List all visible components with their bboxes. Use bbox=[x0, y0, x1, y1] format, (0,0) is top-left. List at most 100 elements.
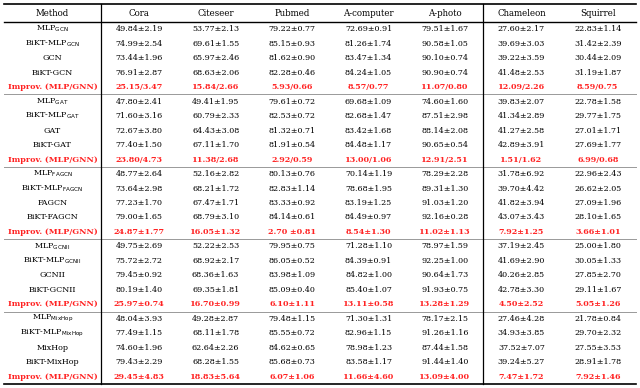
Text: 7.47±1.72: 7.47±1.72 bbox=[499, 373, 544, 381]
Text: Improv. (MLP/GNN): Improv. (MLP/GNN) bbox=[8, 300, 97, 308]
Text: Citeseer: Citeseer bbox=[197, 9, 234, 17]
Text: 49.84±2.19: 49.84±2.19 bbox=[116, 25, 163, 33]
Text: 6.99/0.68: 6.99/0.68 bbox=[577, 156, 618, 164]
Text: 92.16±0.28: 92.16±0.28 bbox=[421, 213, 468, 222]
Text: 85.09±0.40: 85.09±0.40 bbox=[269, 286, 316, 294]
Text: 49.28±2.87: 49.28±2.87 bbox=[192, 315, 239, 323]
Text: 13.28±1.29: 13.28±1.29 bbox=[419, 300, 470, 308]
Text: 79.00±1.65: 79.00±1.65 bbox=[116, 213, 163, 222]
Text: 12.91/2.51: 12.91/2.51 bbox=[421, 156, 468, 164]
Text: 48.04±3.93: 48.04±3.93 bbox=[116, 315, 163, 323]
Text: 13.11±0.58: 13.11±0.58 bbox=[343, 300, 394, 308]
Text: 39.24±5.27: 39.24±5.27 bbox=[498, 358, 545, 366]
Text: 74.99±2.54: 74.99±2.54 bbox=[116, 40, 163, 48]
Text: 31.78±6.92: 31.78±6.92 bbox=[498, 170, 545, 178]
Text: 8.57/0.77: 8.57/0.77 bbox=[348, 83, 389, 91]
Text: 87.51±2.98: 87.51±2.98 bbox=[421, 112, 468, 120]
Text: 49.75±2.69: 49.75±2.69 bbox=[116, 242, 163, 250]
Text: Pubmed: Pubmed bbox=[275, 9, 310, 17]
Text: 68.92±2.17: 68.92±2.17 bbox=[192, 257, 239, 265]
Text: 90.10±0.74: 90.10±0.74 bbox=[421, 54, 468, 62]
Text: 85.68±0.73: 85.68±0.73 bbox=[269, 358, 316, 366]
Text: 74.60±1.96: 74.60±1.96 bbox=[116, 344, 163, 352]
Text: 77.40±1.50: 77.40±1.50 bbox=[116, 141, 163, 149]
Text: 60.79±2.33: 60.79±2.33 bbox=[192, 112, 239, 120]
Text: 84.82±1.00: 84.82±1.00 bbox=[345, 271, 392, 279]
Text: 41.34±2.89: 41.34±2.89 bbox=[498, 112, 545, 120]
Text: 6.07±1.06: 6.07±1.06 bbox=[269, 373, 315, 381]
Text: 90.58±1.05: 90.58±1.05 bbox=[422, 40, 468, 48]
Text: 37.52±7.07: 37.52±7.07 bbox=[498, 344, 545, 352]
Text: 27.85±2.70: 27.85±2.70 bbox=[574, 271, 621, 279]
Text: BiKT-MLP$_{\mathrm{GCN}}$: BiKT-MLP$_{\mathrm{GCN}}$ bbox=[25, 38, 80, 49]
Text: 34.93±3.85: 34.93±3.85 bbox=[498, 329, 545, 337]
Text: 71.60±3.16: 71.60±3.16 bbox=[116, 112, 163, 120]
Text: 28.10±1.65: 28.10±1.65 bbox=[574, 213, 621, 222]
Text: 82.68±1.47: 82.68±1.47 bbox=[345, 112, 392, 120]
Text: 79.61±0.72: 79.61±0.72 bbox=[269, 98, 316, 106]
Text: 16.05±1.32: 16.05±1.32 bbox=[190, 228, 241, 236]
Text: 92.25±1.00: 92.25±1.00 bbox=[421, 257, 468, 265]
Text: 89.31±1.30: 89.31±1.30 bbox=[421, 185, 468, 192]
Text: 75.72±2.72: 75.72±2.72 bbox=[116, 257, 163, 265]
Text: 24.87±1.77: 24.87±1.77 bbox=[114, 228, 164, 236]
Text: 5.93/0.66: 5.93/0.66 bbox=[271, 83, 313, 91]
Text: 84.48±1.17: 84.48±1.17 bbox=[345, 141, 392, 149]
Text: Squirrel: Squirrel bbox=[580, 9, 616, 17]
Text: 68.28±1.55: 68.28±1.55 bbox=[192, 358, 239, 366]
Text: 84.14±0.61: 84.14±0.61 bbox=[268, 213, 316, 222]
Text: 22.96±2.43: 22.96±2.43 bbox=[574, 170, 621, 178]
Text: 22.78±1.58: 22.78±1.58 bbox=[574, 98, 621, 106]
Text: 68.36±1.63: 68.36±1.63 bbox=[192, 271, 239, 279]
Text: 83.58±1.17: 83.58±1.17 bbox=[345, 358, 392, 366]
Text: 82.96±1.15: 82.96±1.15 bbox=[345, 329, 392, 337]
Text: 81.91±0.54: 81.91±0.54 bbox=[269, 141, 316, 149]
Text: 64.43±3.08: 64.43±3.08 bbox=[192, 126, 239, 135]
Text: 2.70 ±0.81: 2.70 ±0.81 bbox=[268, 228, 316, 236]
Text: BiKT-MixHop: BiKT-MixHop bbox=[26, 358, 79, 366]
Text: 27.01±1.71: 27.01±1.71 bbox=[574, 126, 621, 135]
Text: 8.59/0.75: 8.59/0.75 bbox=[577, 83, 618, 91]
Text: A-photo: A-photo bbox=[428, 9, 461, 17]
Text: 78.29±2.28: 78.29±2.28 bbox=[421, 170, 468, 178]
Text: Improv. (MLP/GNN): Improv. (MLP/GNN) bbox=[8, 228, 97, 236]
Text: BiKT-GAT: BiKT-GAT bbox=[33, 141, 72, 149]
Text: 7.92±1.46: 7.92±1.46 bbox=[575, 373, 621, 381]
Text: 25.15/3.47: 25.15/3.47 bbox=[116, 83, 163, 91]
Text: 6.10±1.11: 6.10±1.11 bbox=[269, 300, 315, 308]
Text: MLP$_{\mathrm{FAGCN}}$: MLP$_{\mathrm{FAGCN}}$ bbox=[33, 169, 72, 179]
Text: 79.95±0.75: 79.95±0.75 bbox=[269, 242, 316, 250]
Text: 62.64±2.26: 62.64±2.26 bbox=[192, 344, 239, 352]
Text: 84.62±0.65: 84.62±0.65 bbox=[269, 344, 316, 352]
Text: 69.61±1.55: 69.61±1.55 bbox=[192, 40, 239, 48]
Text: 42.78±3.30: 42.78±3.30 bbox=[498, 286, 545, 294]
Text: 68.63±2.06: 68.63±2.06 bbox=[192, 69, 239, 77]
Text: 39.69±3.03: 39.69±3.03 bbox=[498, 40, 545, 48]
Text: Improv. (MLP/GNN): Improv. (MLP/GNN) bbox=[8, 156, 97, 164]
Text: MLP$_{\mathrm{GAT}}$: MLP$_{\mathrm{GAT}}$ bbox=[36, 96, 69, 107]
Text: 86.05±0.52: 86.05±0.52 bbox=[269, 257, 316, 265]
Text: 90.65±0.54: 90.65±0.54 bbox=[421, 141, 468, 149]
Text: Improv. (MLP/GNN): Improv. (MLP/GNN) bbox=[8, 83, 97, 91]
Text: 91.93±0.75: 91.93±0.75 bbox=[421, 286, 468, 294]
Text: 81.32±0.71: 81.32±0.71 bbox=[269, 126, 316, 135]
Text: 27.60±2.17: 27.60±2.17 bbox=[498, 25, 545, 33]
Text: 79.48±1.15: 79.48±1.15 bbox=[269, 315, 316, 323]
Text: 41.82±3.94: 41.82±3.94 bbox=[498, 199, 545, 207]
Text: 78.17±2.15: 78.17±2.15 bbox=[421, 315, 468, 323]
Text: 41.48±2.53: 41.48±2.53 bbox=[498, 69, 545, 77]
Text: 29.11±1.67: 29.11±1.67 bbox=[574, 286, 621, 294]
Text: 82.83±1.14: 82.83±1.14 bbox=[268, 185, 316, 192]
Text: 1.51/1.62: 1.51/1.62 bbox=[500, 156, 543, 164]
Text: Improv. (MLP/GNN): Improv. (MLP/GNN) bbox=[8, 373, 97, 381]
Text: 40.26±2.85: 40.26±2.85 bbox=[498, 271, 545, 279]
Text: BiKT-GCNII: BiKT-GCNII bbox=[29, 286, 76, 294]
Text: 3.66±1.01: 3.66±1.01 bbox=[575, 228, 621, 236]
Text: 27.46±4.28: 27.46±4.28 bbox=[498, 315, 545, 323]
Text: 91.26±1.16: 91.26±1.16 bbox=[421, 329, 468, 337]
Text: 85.55±0.72: 85.55±0.72 bbox=[269, 329, 316, 337]
Text: GAT: GAT bbox=[44, 126, 61, 135]
Text: 68.21±1.72: 68.21±1.72 bbox=[192, 185, 239, 192]
Text: 84.24±1.05: 84.24±1.05 bbox=[345, 69, 392, 77]
Text: MixHop: MixHop bbox=[36, 344, 68, 352]
